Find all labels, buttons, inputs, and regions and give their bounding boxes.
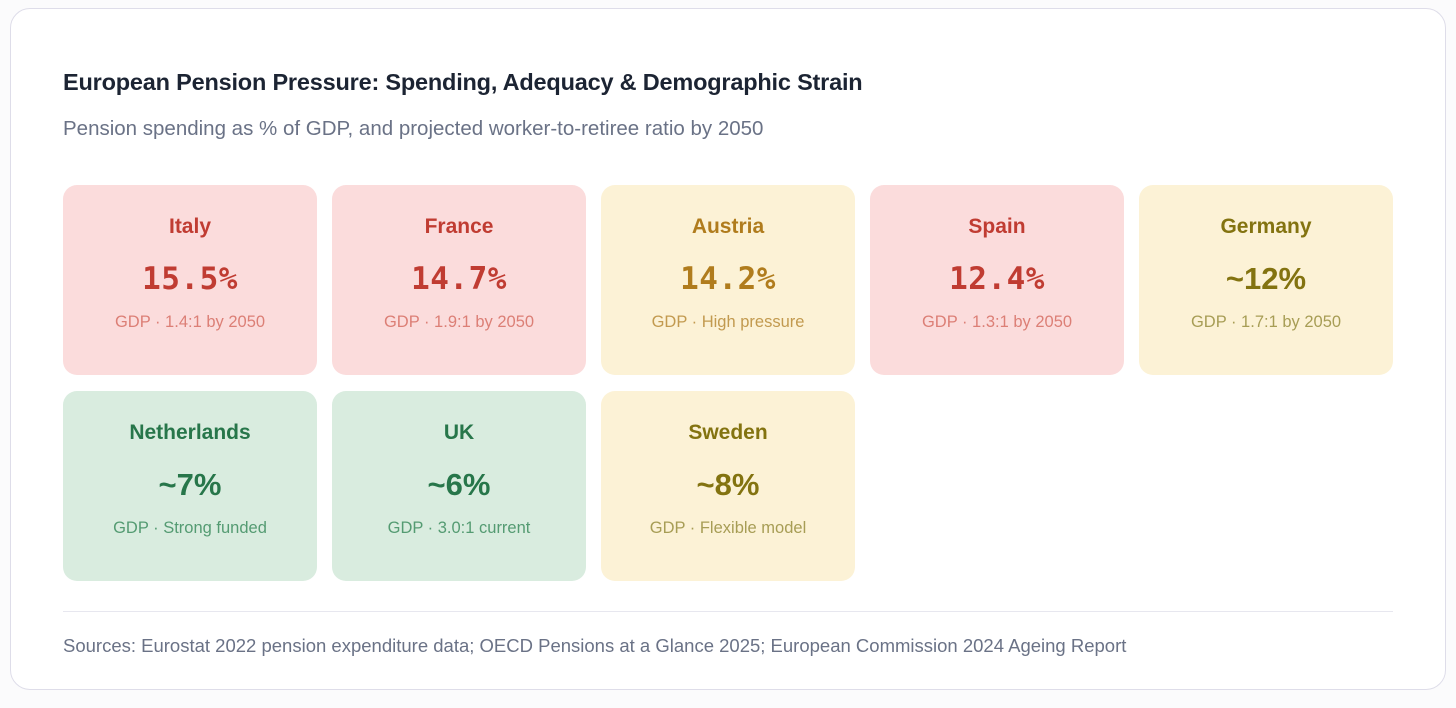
country-card: Germany ~12% GDP · 1.7:1 by 2050 [1139, 185, 1393, 375]
country-card-grid: Italy 15.5% GDP · 1.4:1 by 2050 France 1… [63, 185, 1393, 581]
pension-value: ~6% [427, 467, 491, 502]
page-title: European Pension Pressure: Spending, Ade… [63, 69, 863, 95]
country-card: France 14.7% GDP · 1.9:1 by 2050 [332, 185, 586, 375]
country-name: Spain [968, 215, 1026, 238]
country-name: Italy [168, 215, 212, 238]
country-name: Sweden [688, 421, 768, 444]
country-card: UK ~6% GDP · 3.0:1 current [332, 391, 586, 581]
pension-value: ~7% [158, 467, 222, 502]
card-detail: GDP · 3.0:1 current [387, 519, 531, 538]
sources-text: Sources: Eurostat 2022 pension expenditu… [63, 635, 1127, 656]
pension-value: ~12% [1225, 261, 1307, 296]
country-card: Spain 12.4% GDP · 1.3:1 by 2050 [870, 185, 1124, 375]
country-card: Italy 15.5% GDP · 1.4:1 by 2050 [63, 185, 317, 375]
country-name: Austria [691, 215, 765, 238]
card-detail: GDP · 1.3:1 by 2050 [921, 313, 1073, 332]
country-card: Sweden ~8% GDP · Flexible model [601, 391, 855, 581]
page-subtitle: Pension spending as % of GDP, and projec… [63, 117, 764, 140]
card-detail: GDP · 1.7:1 by 2050 [1190, 313, 1342, 332]
pension-value: 14.7% [411, 261, 507, 297]
card-detail: GDP · Flexible model [649, 519, 807, 538]
pension-value: 15.5% [142, 261, 238, 297]
country-card: Austria 14.2% GDP · High pressure [601, 185, 855, 375]
country-name: UK [443, 421, 475, 444]
footer-divider [63, 611, 1393, 612]
card-detail: GDP · High pressure [651, 313, 805, 332]
card-detail: GDP · 1.9:1 by 2050 [383, 313, 535, 332]
pension-value: 14.2% [680, 261, 776, 297]
pension-value: 12.4% [949, 261, 1045, 297]
infographic-card: European Pension Pressure: Spending, Ade… [10, 8, 1446, 690]
country-card: Netherlands ~7% GDP · Strong funded [63, 391, 317, 581]
pension-value: ~8% [696, 467, 760, 502]
country-name: France [424, 215, 494, 238]
card-detail: GDP · Strong funded [113, 519, 267, 538]
country-name: Germany [1220, 215, 1312, 238]
country-name: Netherlands [129, 421, 251, 444]
card-detail: GDP · 1.4:1 by 2050 [114, 313, 266, 332]
